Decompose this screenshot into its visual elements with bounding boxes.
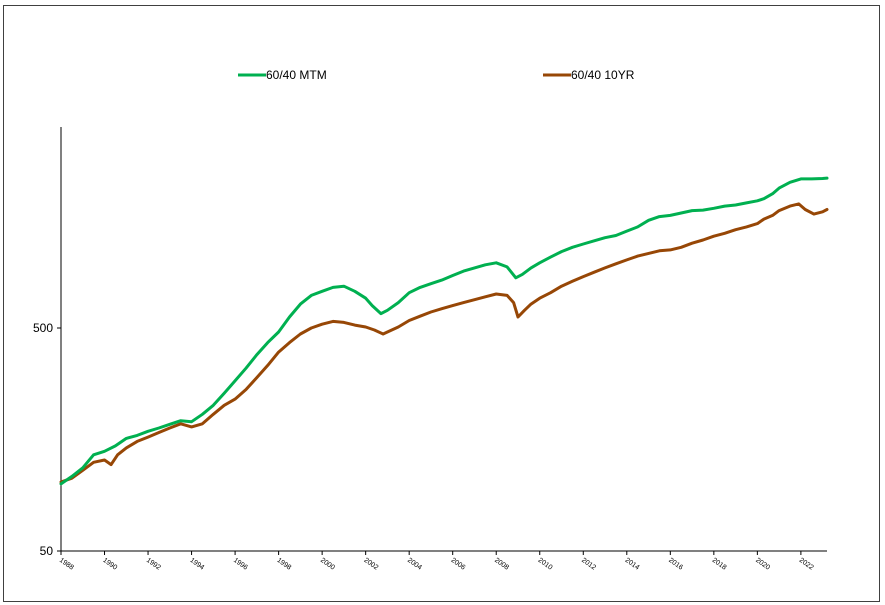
y-tick-label: 500 bbox=[33, 321, 53, 335]
x-tick-label: 1992 bbox=[145, 557, 162, 572]
x-tick-label: 2018 bbox=[711, 557, 728, 572]
x-tick-label: 2010 bbox=[537, 557, 554, 572]
x-tick-label: 2002 bbox=[363, 557, 380, 572]
x-tick-label: 2022 bbox=[798, 557, 815, 572]
x-tick-label: 2004 bbox=[406, 557, 423, 572]
x-tick-label: 1998 bbox=[275, 557, 292, 572]
x-tick-label: 1990 bbox=[101, 557, 118, 572]
chart-frame bbox=[3, 5, 880, 602]
x-tick-label: 2000 bbox=[319, 557, 336, 572]
x-tick-label: 1996 bbox=[232, 557, 249, 572]
y-axis-ticks: 50 500 bbox=[33, 321, 61, 558]
series-lines bbox=[59, 176, 829, 486]
x-axis-ticks: 1988 1990 1992 1994 1996 1998 2000 2002 2004 2006… bbox=[58, 551, 815, 572]
x-tick-label: 2014 bbox=[624, 557, 641, 572]
x-tick-label: 2008 bbox=[493, 557, 510, 572]
x-tick-label: 1994 bbox=[188, 557, 205, 572]
series-line-60-40-mtm bbox=[59, 176, 829, 486]
x-tick-label: 2016 bbox=[667, 557, 684, 572]
x-tick-label: 1988 bbox=[58, 557, 75, 572]
chart-legend: 60/40 MTM 60/40 10YR bbox=[238, 68, 635, 82]
y-tick-label: 50 bbox=[40, 544, 54, 558]
legend-label-60-40-10yr: 60/40 10YR bbox=[571, 68, 635, 82]
series-line-60-40-10yr bbox=[59, 202, 829, 484]
legend-label-60-40-mtm: 60/40 MTM bbox=[266, 68, 327, 82]
x-tick-label: 2006 bbox=[450, 557, 467, 572]
x-tick-label: 2020 bbox=[754, 557, 771, 572]
x-tick-label: 2012 bbox=[580, 557, 597, 572]
